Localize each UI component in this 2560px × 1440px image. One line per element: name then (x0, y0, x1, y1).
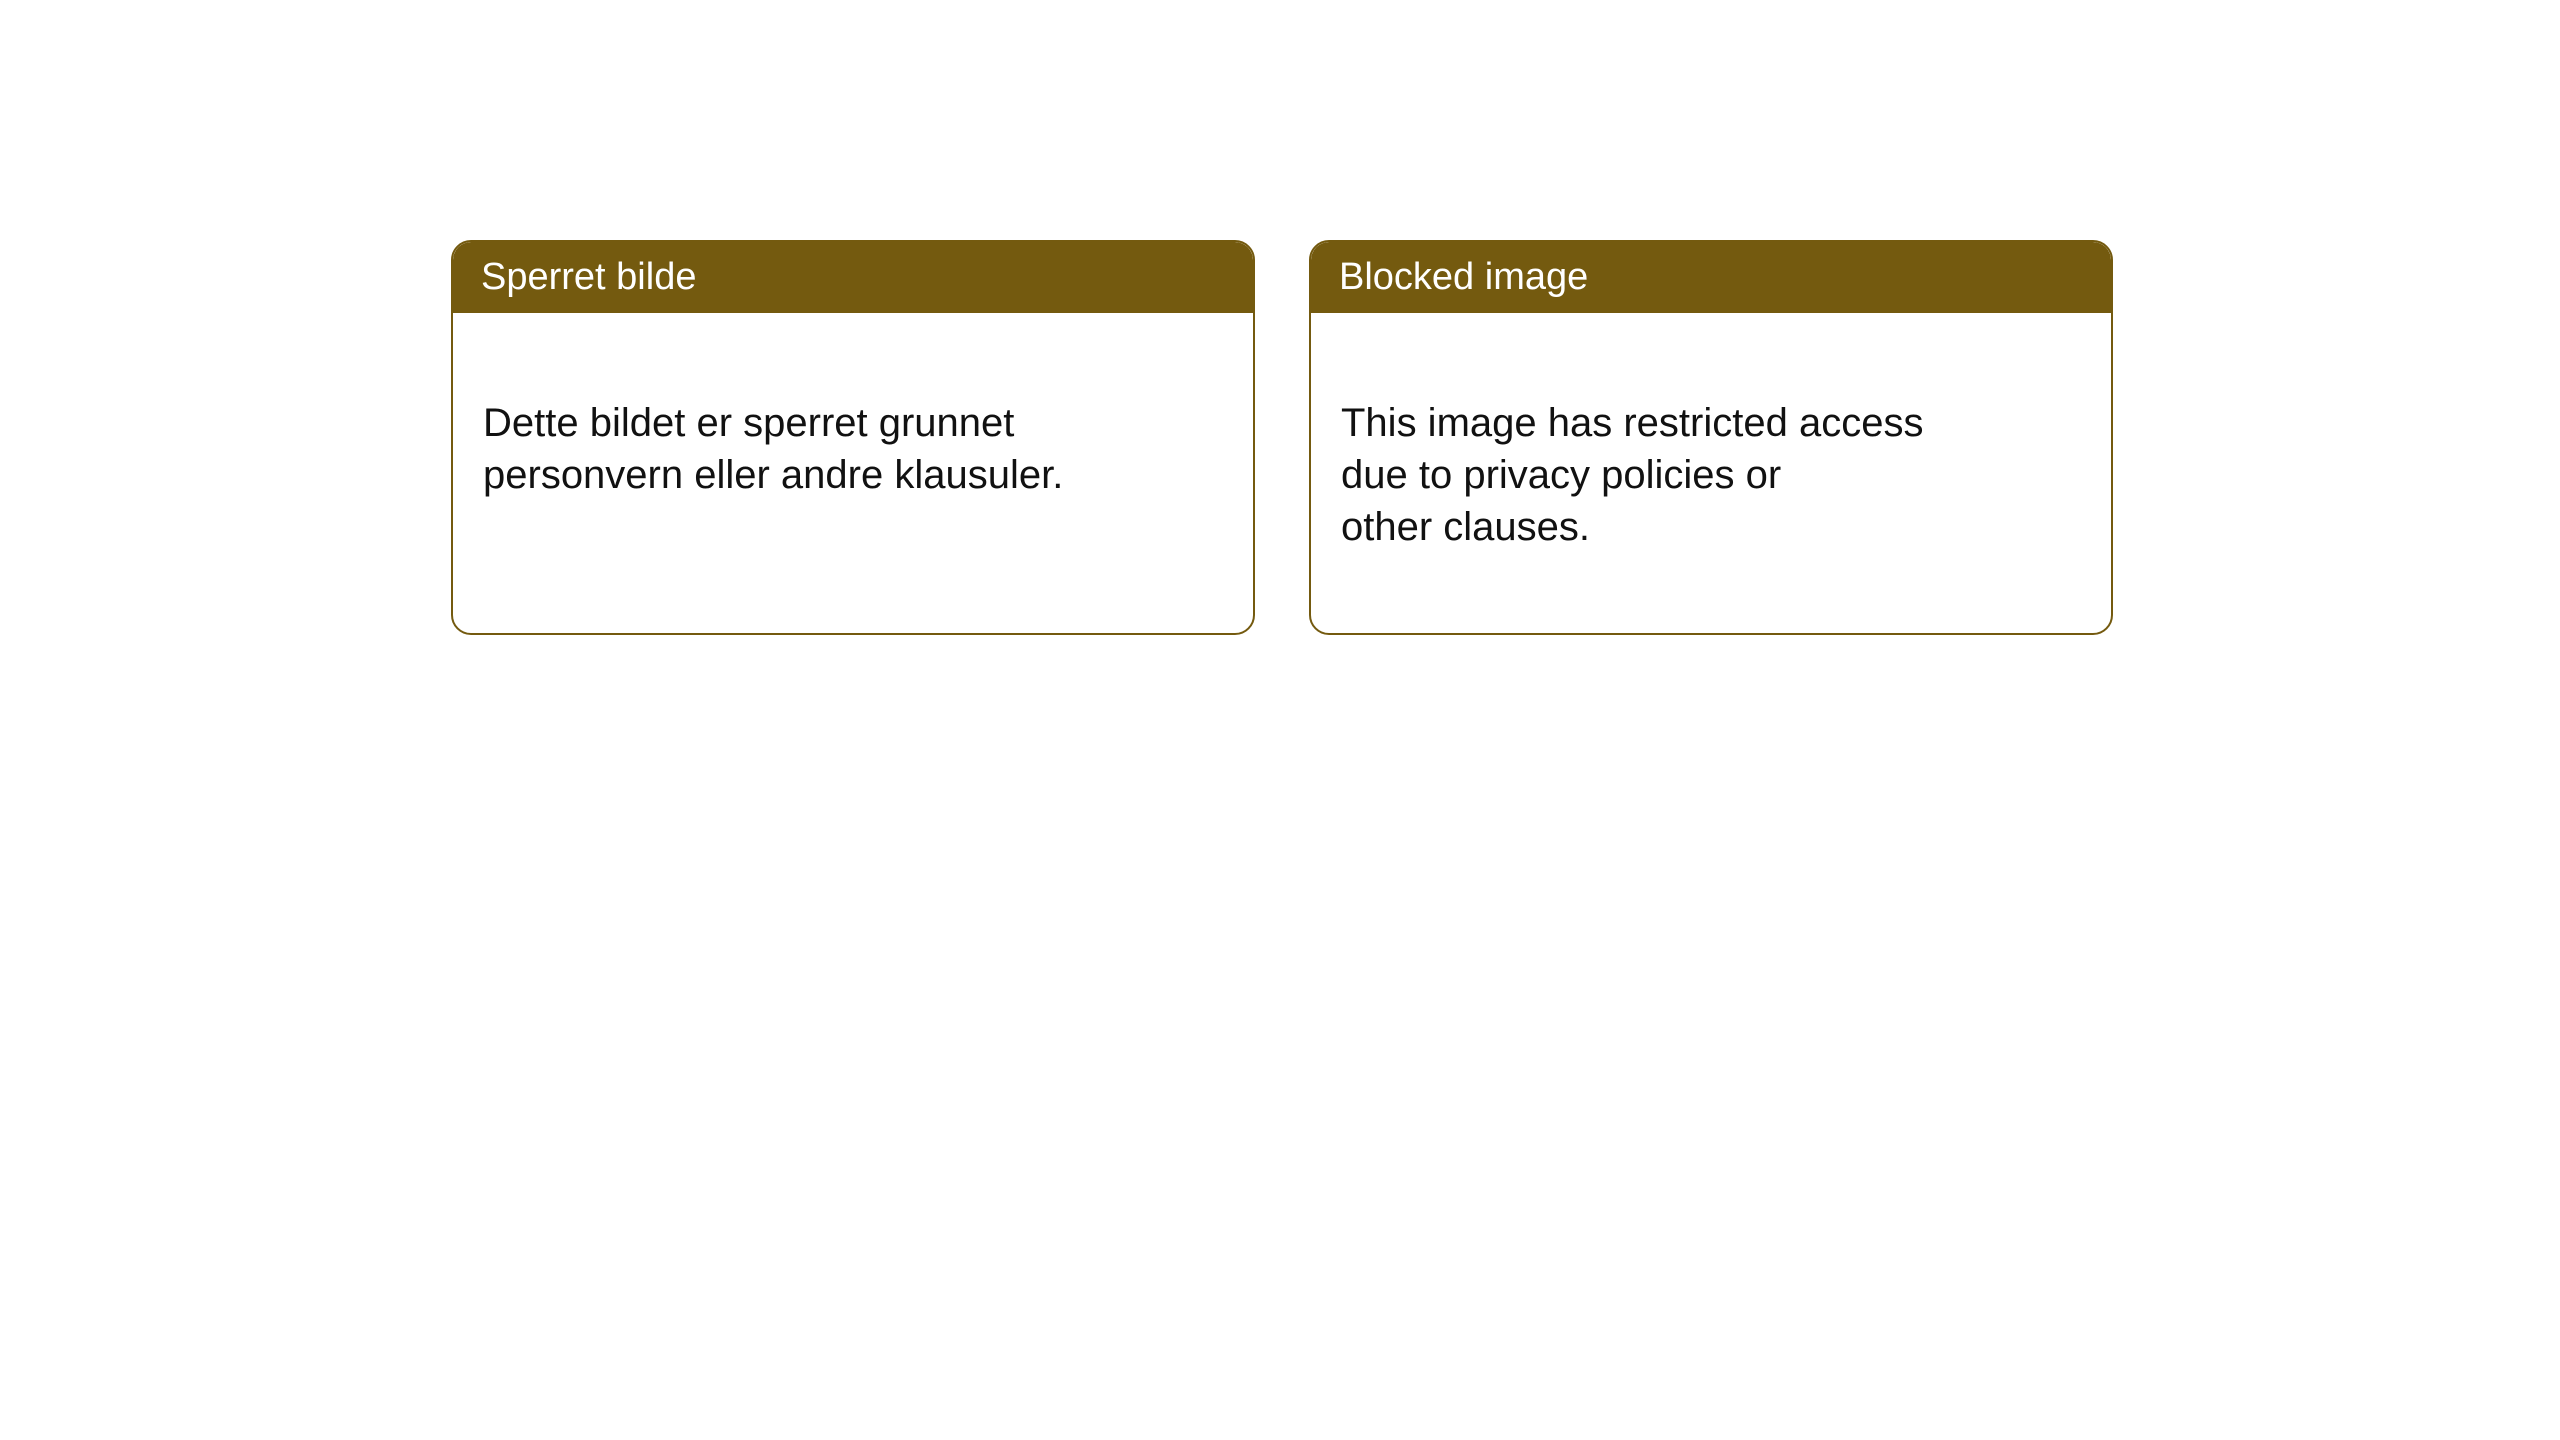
card-header: Blocked image (1311, 242, 2111, 313)
blocked-image-card-no: Sperret bilde Dette bildet er sperret gr… (451, 240, 1255, 635)
card-title: Blocked image (1339, 256, 1588, 298)
card-body: This image has restricted access due to … (1311, 313, 2111, 633)
card-header: Sperret bilde (453, 242, 1253, 313)
blocked-image-card-en: Blocked image This image has restricted … (1309, 240, 2113, 635)
card-body-text: This image has restricted access due to … (1341, 401, 1923, 549)
card-body-text: Dette bildet er sperret grunnet personve… (483, 401, 1063, 497)
card-title: Sperret bilde (481, 256, 696, 298)
card-body: Dette bildet er sperret grunnet personve… (453, 313, 1253, 581)
blocked-image-notices: Sperret bilde Dette bildet er sperret gr… (451, 240, 2560, 635)
